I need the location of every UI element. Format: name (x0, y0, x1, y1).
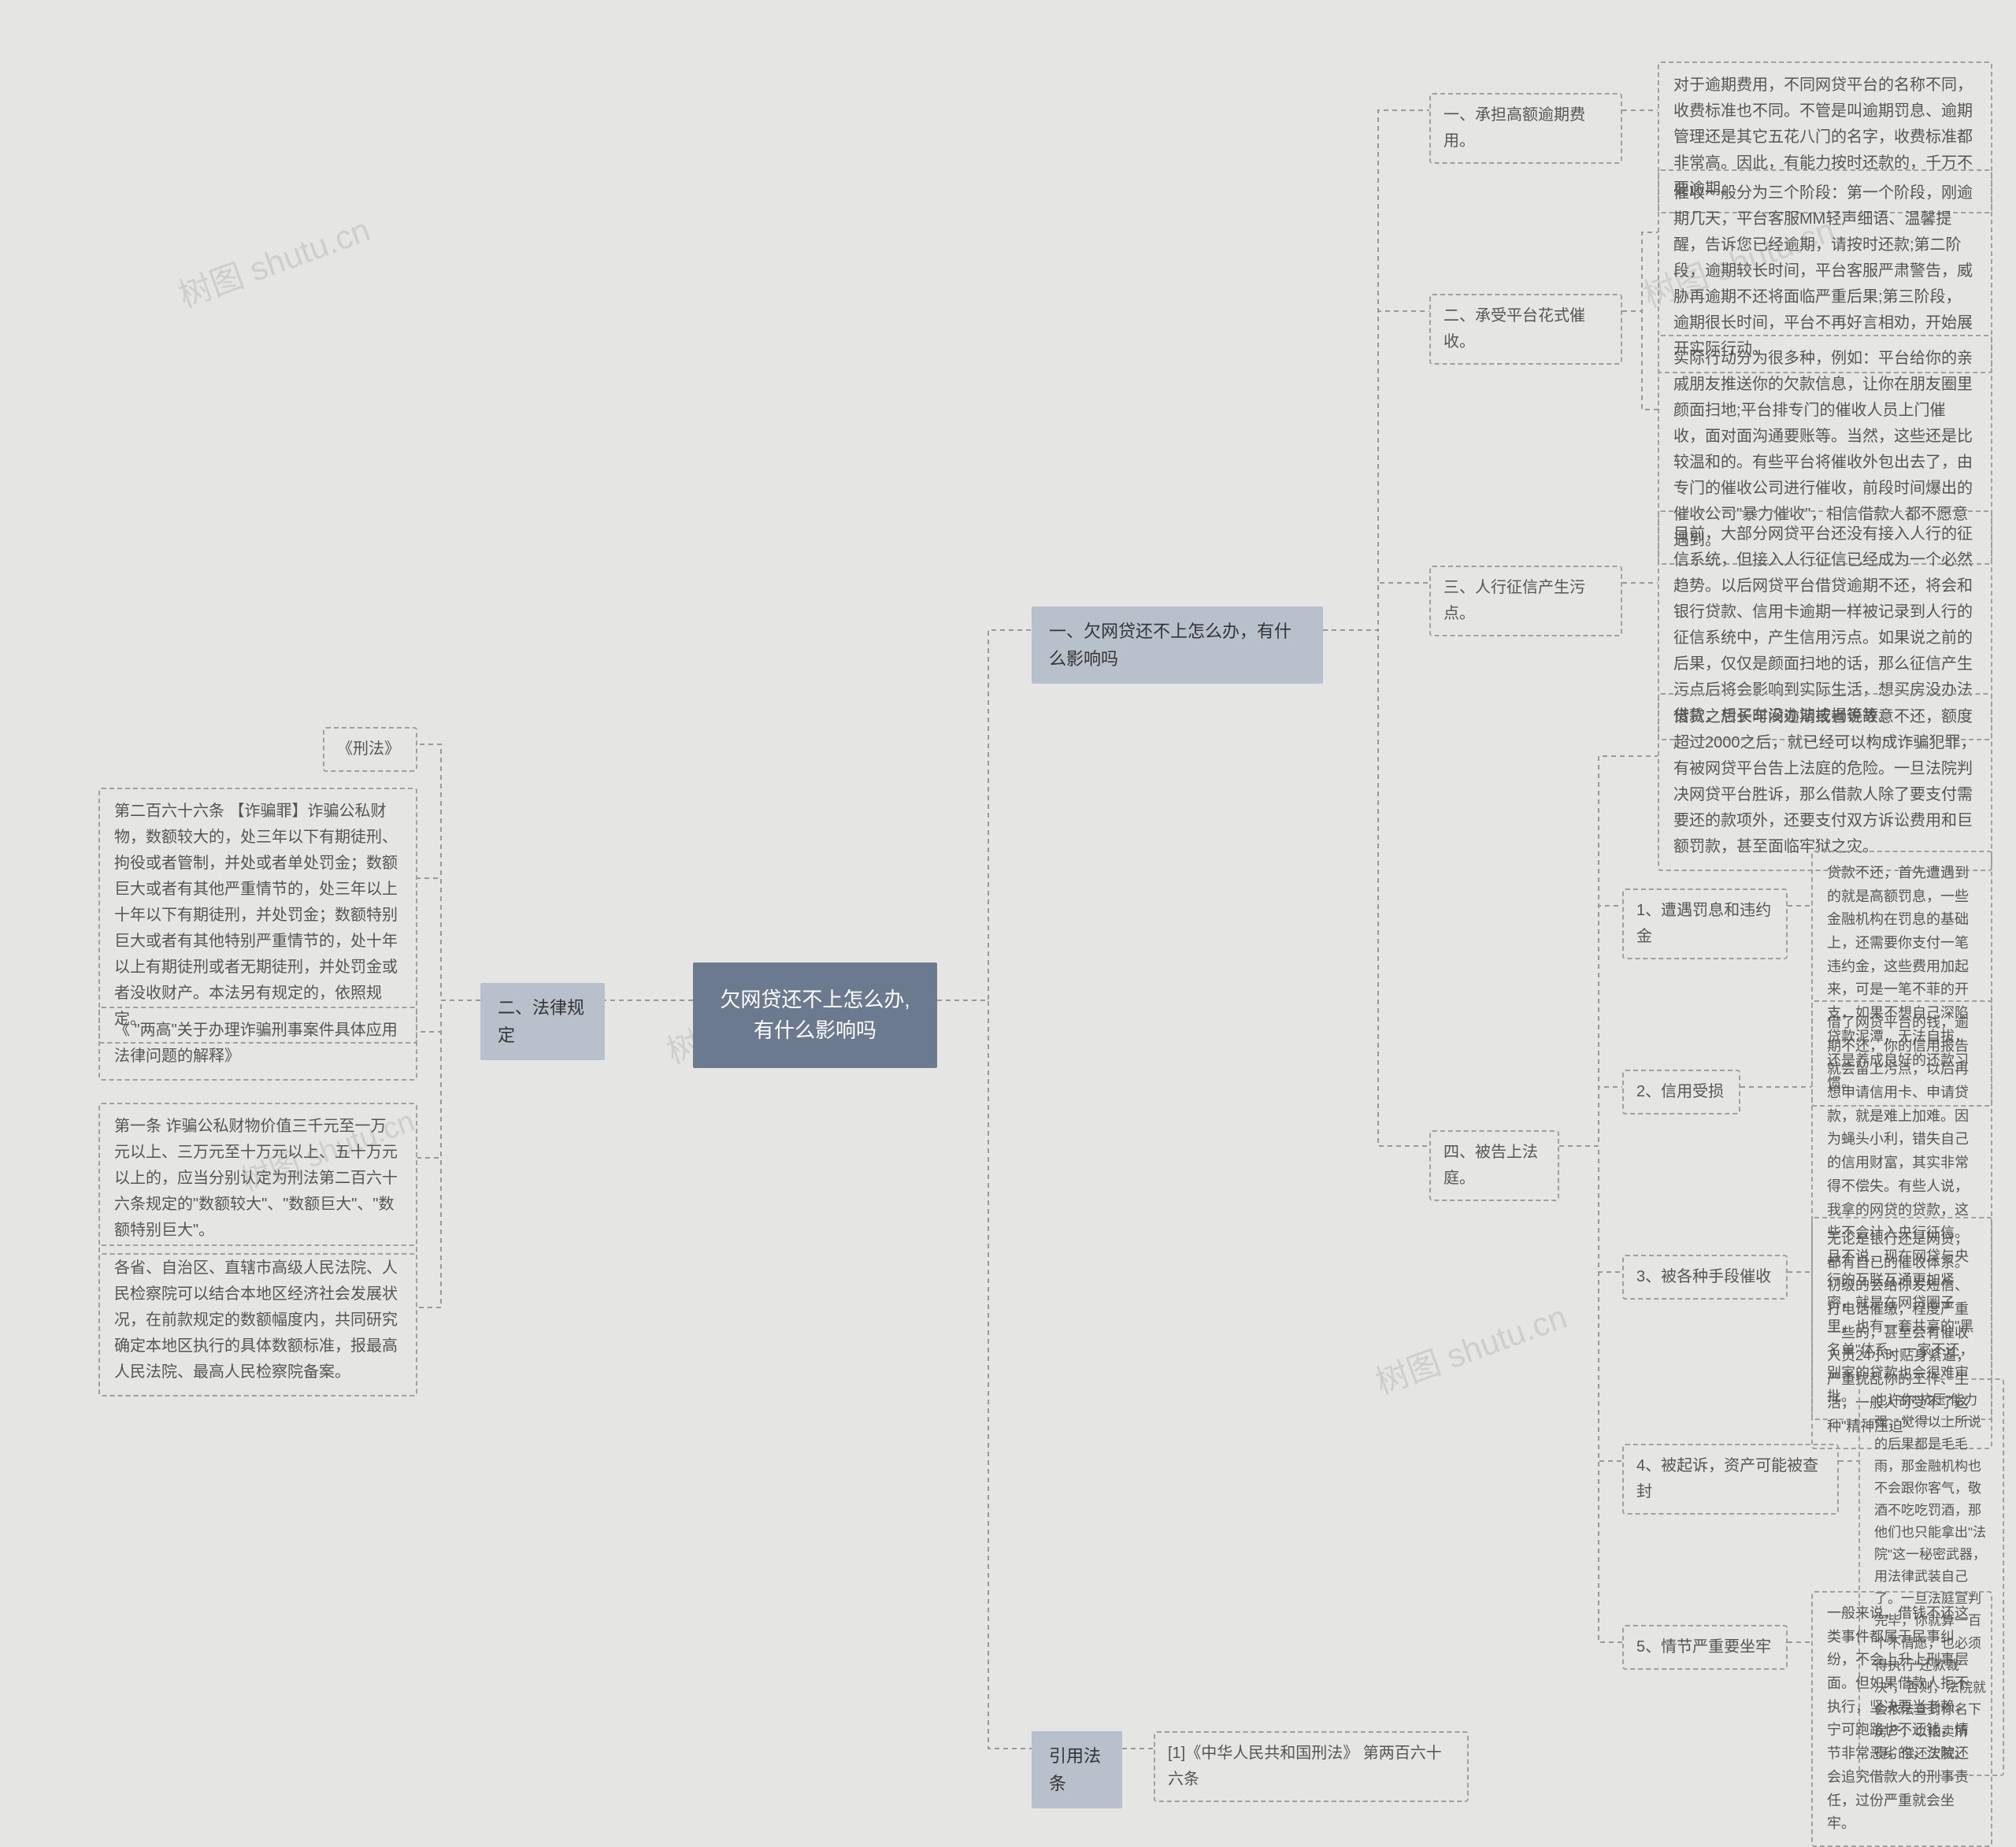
root-node: 欠网贷还不上怎么办,有什么影响吗 (693, 962, 937, 1068)
s2-d-text: 第一条 诈骗公私财物价值三千元至一万元以上、三万元至十万元以上、五十万元以上的，… (114, 1118, 398, 1239)
s1-item4-c5-label: 5、情节严重要坐牢 (1622, 1625, 1788, 1670)
s1-item2-label: 二、承受平台花式催收。 (1429, 294, 1622, 365)
s2-a: 《刑法》 (323, 727, 417, 772)
root-text: 欠网贷还不上怎么办,有什么影响吗 (720, 988, 910, 1042)
s2-e: 各省、自治区、直辖市高级人民法院、人民检察院可以结合本地区经济社会发展状况，在前… (98, 1244, 417, 1396)
s1-item2-desc1-text: 催收一般分为三个阶段：第一个阶段，刚逾期几天，平台客服MM轻声细语、温馨提醒，告… (1673, 184, 1973, 358)
s1-item4-c5-label-text: 5、情节严重要坐牢 (1636, 1638, 1771, 1656)
s1-item4-label: 四、被告上法庭。 (1429, 1130, 1559, 1201)
section1-title-text: 一、欠网贷还不上怎么办，有什么影响吗 (1049, 621, 1292, 669)
s1-item4-intro-text: 借贷之后长时间逾期或者说故意不还，额度超过2000之后，就已经可以构成诈骗犯罪，… (1673, 708, 1977, 855)
s2-c: 《 "两高"关于办理诈骗刑事案件具体应用法律问题的解释》 (98, 1007, 417, 1081)
s1-item4-c3-label: 3、被各种手段催收 (1622, 1255, 1788, 1300)
s2-a-text: 《刑法》 (337, 740, 400, 758)
section3-title: 引用法条 (1032, 1731, 1122, 1808)
section1-title: 一、欠网贷还不上怎么办，有什么影响吗 (1032, 606, 1323, 684)
s1-item4-c2-label-text: 2、信用受损 (1636, 1083, 1724, 1100)
s1-item4-c4-label: 4、被起诉，资产可能被查封 (1622, 1444, 1839, 1515)
s1-item4-c1-label-text: 1、遭遇罚息和违约金 (1636, 902, 1771, 945)
section2-title: 二、法律规定 (480, 983, 605, 1060)
s1-item4-c5-desc-text: 一般来说，借钱不还这类事件都属于民事纠纷，不会上升上刑事层面。但如果借款人拒不执… (1827, 1605, 1969, 1831)
s1-item4-c2-label: 2、信用受损 (1622, 1070, 1740, 1115)
s1-item4-c1-label: 1、遭遇罚息和违约金 (1622, 888, 1788, 959)
s2-e-text: 各省、自治区、直辖市高级人民法院、人民检察院可以结合本地区经济社会发展状况，在前… (114, 1259, 398, 1381)
s1-item4-intro: 借贷之后长时间逾期或者说故意不还，额度超过2000之后，就已经可以构成诈骗犯罪，… (1658, 693, 1992, 871)
section3-title-text: 引用法条 (1049, 1746, 1101, 1793)
s3-ref-text: [1]《中华人民共和国刑法》 第两百六十六条 (1168, 1745, 1442, 1788)
watermark: 树图 shutu.cn (171, 203, 376, 317)
s1-item4-c3-label-text: 3、被各种手段催收 (1636, 1268, 1771, 1285)
s2-d: 第一条 诈骗公私财物价值三千元至一万元以上、三万元至十万元以上、五十万元以上的，… (98, 1103, 417, 1255)
s3-ref: [1]《中华人民共和国刑法》 第两百六十六条 (1154, 1731, 1469, 1802)
s1-item3-label-text: 三、人行征信产生污点。 (1443, 579, 1585, 622)
s2-b-text: 第二百六十六条 【诈骗罪】诈骗公私财物，数额较大的，处三年以下有期徒刑、拘役或者… (114, 803, 398, 1028)
s1-item4-c5-desc: 一般来说，借钱不还这类事件都属于民事纠纷，不会上升上刑事层面。但如果借款人拒不执… (1811, 1591, 1992, 1847)
s2-c-text: 《 "两高"关于办理诈骗刑事案件具体应用法律问题的解释》 (114, 1022, 398, 1065)
s1-item4-c4-label-text: 4、被起诉，资产可能被查封 (1636, 1457, 1818, 1500)
s1-item2-label-text: 二、承受平台花式催收。 (1443, 307, 1585, 350)
s1-item3-label: 三、人行征信产生污点。 (1429, 566, 1622, 636)
s1-item4-label-text: 四、被告上法庭。 (1443, 1144, 1538, 1187)
watermark: 树图 shutu.cn (1368, 1290, 1573, 1404)
s1-item1-label: 一、承担高额逾期费用。 (1429, 93, 1622, 164)
s1-item1-label-text: 一、承担高额逾期费用。 (1443, 106, 1585, 150)
s2-b: 第二百六十六条 【诈骗罪】诈骗公私财物，数额较大的，处三年以下有期徒刑、拘役或者… (98, 788, 417, 1044)
section2-title-text: 二、法律规定 (498, 998, 584, 1045)
